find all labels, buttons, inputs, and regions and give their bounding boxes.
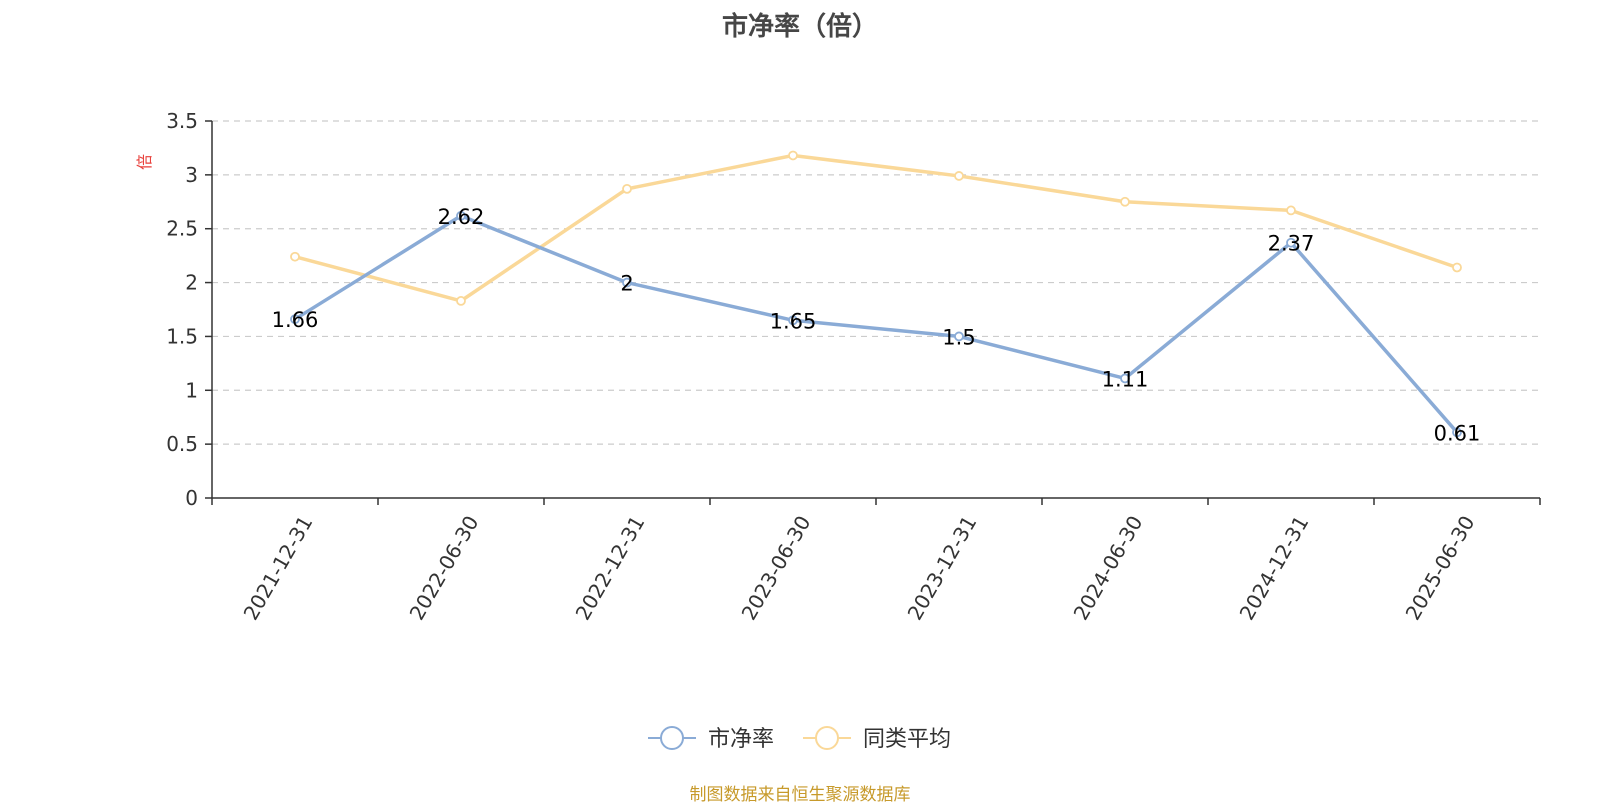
source-note: 制图数据来自恒生聚源数据库 xyxy=(689,785,911,805)
data-point xyxy=(290,251,300,262)
data-point xyxy=(1120,196,1130,207)
data-point xyxy=(1452,427,1462,438)
legend: 市净率 同类平均 xyxy=(648,726,951,752)
legend-label: 市净率 xyxy=(708,727,774,752)
series-line xyxy=(294,153,1458,303)
data-label: 1.66 xyxy=(272,308,319,332)
data-point xyxy=(1452,262,1462,273)
data-labels: 1.66 2.62 2 1.65 1.5 1.11 2.37 0.61 xyxy=(272,205,1481,446)
data-label: 1.11 xyxy=(1102,367,1149,391)
y-tick-label: 0.5 xyxy=(166,432,198,456)
grid-lines xyxy=(212,120,1540,445)
data-point xyxy=(456,210,466,221)
y-tick-label: 0 xyxy=(185,486,198,510)
data-point xyxy=(954,331,964,342)
data-label: 2.37 xyxy=(1268,232,1315,256)
x-tick-label: 2024-12-31 xyxy=(1235,512,1314,625)
data-point xyxy=(290,314,300,325)
data-point xyxy=(788,150,798,161)
x-tick-label: 2025-06-30 xyxy=(1401,512,1480,625)
data-point xyxy=(954,171,964,181)
axes: 0 0.5 1 1.5 2 2.5 3 3.5 倍 2021-12-31 2022-06-30 202… xyxy=(135,109,1541,625)
series-lines xyxy=(290,150,1462,438)
data-label: 2.62 xyxy=(438,205,485,229)
data-point xyxy=(456,295,466,306)
x-tick-label: 2022-06-30 xyxy=(405,512,484,625)
y-tick-label: 2 xyxy=(185,271,198,295)
y-tick-label: 2.5 xyxy=(166,217,198,241)
x-tick-label: 2022-12-31 xyxy=(571,512,650,625)
y-tick-label: 3 xyxy=(185,163,198,187)
legend-label: 同类平均 xyxy=(863,727,951,752)
data-point xyxy=(1120,373,1130,384)
data-label: 0.61 xyxy=(1434,421,1481,445)
data-label: 1.65 xyxy=(770,309,817,333)
y-axis-label: 倍 xyxy=(135,154,154,170)
chart-title: 市净率（倍） xyxy=(721,12,878,42)
x-tick-label: 2023-06-30 xyxy=(737,512,816,625)
y-tick-label: 1 xyxy=(185,378,198,402)
data-point xyxy=(788,315,798,326)
data-label: 1.5 xyxy=(942,325,975,349)
y-tick-label: 1.5 xyxy=(166,324,198,348)
data-point xyxy=(1286,237,1296,248)
legend-marker xyxy=(660,726,684,750)
data-point xyxy=(1286,205,1296,216)
data-point xyxy=(622,183,632,194)
series-line xyxy=(294,214,1459,434)
data-label: 2 xyxy=(620,272,633,296)
x-tick-label: 2024-06-30 xyxy=(1069,512,1148,625)
data-point xyxy=(622,277,632,288)
y-tick-label: 3.5 xyxy=(166,109,198,133)
x-tick-label: 2023-12-31 xyxy=(903,512,982,625)
x-tick-label: 2021-12-31 xyxy=(239,512,318,625)
legend-marker xyxy=(815,726,839,750)
